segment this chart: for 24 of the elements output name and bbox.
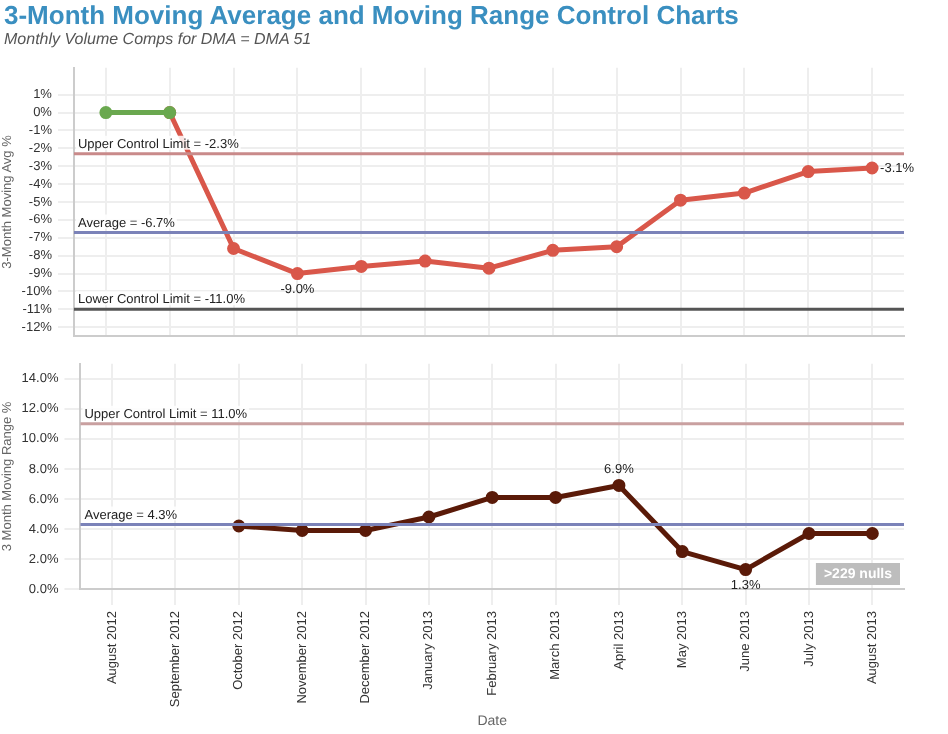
point <box>485 490 499 504</box>
point <box>422 510 436 524</box>
point <box>295 524 309 538</box>
point <box>802 527 816 541</box>
point <box>865 527 879 541</box>
point <box>99 106 113 120</box>
point <box>546 243 560 257</box>
point <box>739 563 753 577</box>
point <box>610 240 624 254</box>
point <box>801 165 815 179</box>
point <box>482 261 496 275</box>
point <box>865 161 879 175</box>
point <box>359 524 373 538</box>
point <box>549 490 563 504</box>
point <box>612 478 626 492</box>
point <box>354 259 368 273</box>
chart-subtitle: Monthly Volume Comps for DMA = DMA 51 <box>2 30 314 50</box>
chart-title: 3-Month Moving Average and Moving Range Control Charts <box>2 0 741 30</box>
point <box>674 193 688 207</box>
point <box>290 267 304 281</box>
point <box>227 242 241 256</box>
point <box>737 186 751 200</box>
point <box>418 254 432 268</box>
point <box>675 545 689 559</box>
